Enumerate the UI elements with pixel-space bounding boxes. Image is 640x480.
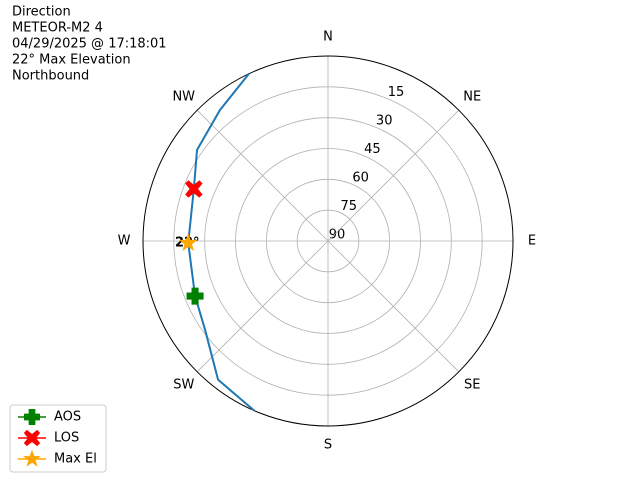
theta-tick-label: SE <box>464 378 480 393</box>
marker-x <box>185 180 203 198</box>
title-line: Direction <box>12 5 71 20</box>
theta-tick-label: NE <box>463 89 481 104</box>
grid-spoke <box>196 109 329 242</box>
grid-spoke <box>327 109 460 242</box>
theta-tick-label: E <box>528 234 536 249</box>
marker-plus <box>186 287 204 305</box>
grid-spoke <box>327 240 460 373</box>
legend-label: LOS <box>54 431 79 446</box>
theta-tick-label: N <box>323 30 333 45</box>
title-line: Northbound <box>12 69 89 84</box>
legend-marker <box>23 449 41 467</box>
title-line: METEOR-M2 4 <box>12 21 103 36</box>
theta-tick-label: SW <box>173 378 194 393</box>
marker-star <box>178 233 198 251</box>
theta-tick-label: W <box>118 234 131 249</box>
title-line: 04/29/2025 @ 17:18:01 <box>12 37 167 52</box>
title-line: 22° Max Elevation <box>12 53 131 68</box>
theta-tick-label: S <box>324 438 332 453</box>
r-tick-label: 15 <box>388 85 405 100</box>
r-tick-label: 30 <box>376 114 393 129</box>
legend-label: AOS <box>54 410 81 425</box>
outer-frame <box>142 55 514 427</box>
r-tick-label: 75 <box>341 199 358 214</box>
theta-tick-label: NW <box>172 89 195 104</box>
legend-label: Max El <box>54 452 97 467</box>
r-tick-label: 45 <box>364 142 381 157</box>
grid-spoke <box>196 240 329 373</box>
r-tick-label: 90 <box>329 228 346 243</box>
r-tick-label: 60 <box>352 171 369 186</box>
legend: AOS LOS Max El <box>9 404 107 473</box>
legend-marker <box>23 429 41 447</box>
legend-marker <box>24 409 40 425</box>
